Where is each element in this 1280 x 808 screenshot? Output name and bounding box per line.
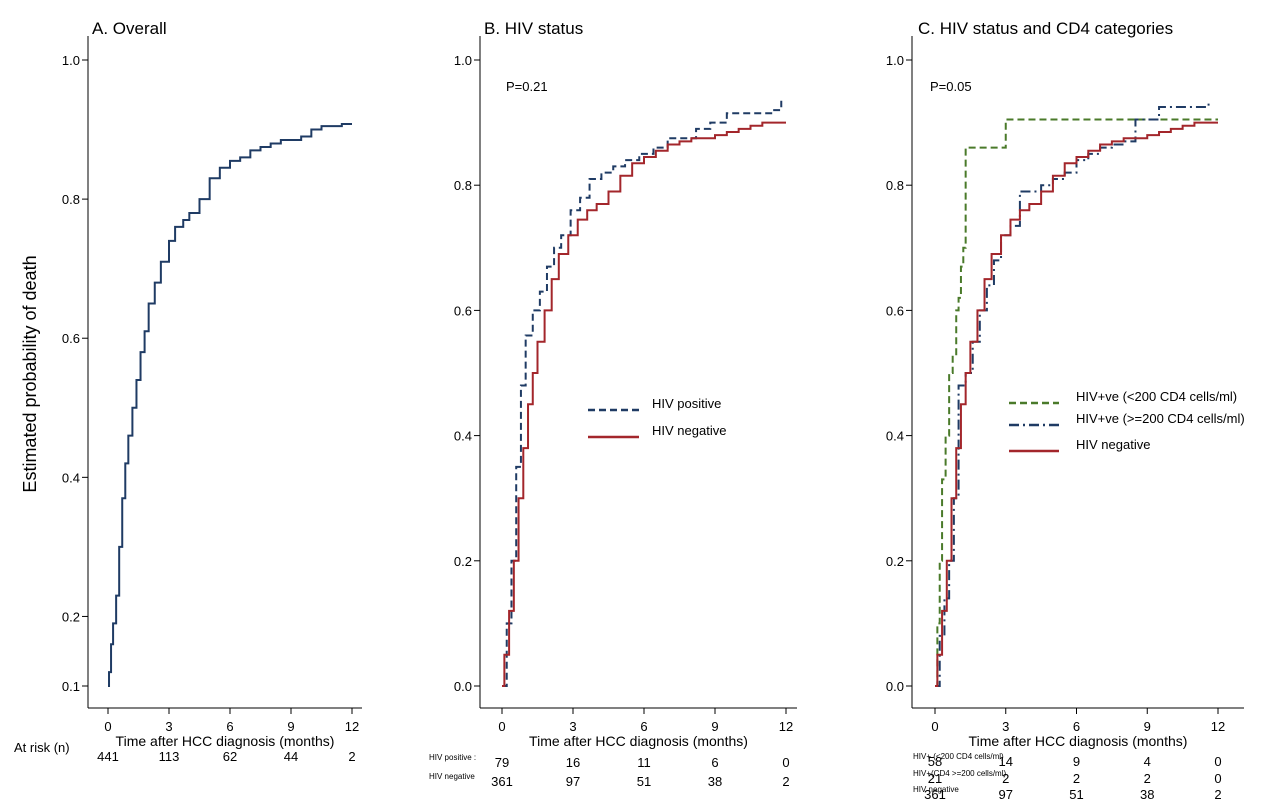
risk-count: 44: [284, 749, 298, 764]
y-tick-label: 0.0: [886, 679, 904, 694]
risk-count: 4: [1144, 754, 1151, 769]
y-tick-label: 0.2: [62, 609, 80, 624]
x-tick-label: 6: [1073, 719, 1080, 734]
y-tick-label: 0.8: [886, 178, 904, 193]
risk-count: 0: [1214, 771, 1221, 786]
x-tick-label: 9: [711, 719, 718, 734]
x-tick-label: 9: [1144, 719, 1151, 734]
y-tick-label: 0.1: [62, 679, 80, 694]
risk-count: 11: [637, 755, 651, 770]
chart-title: C. HIV status and CD4 categories: [918, 19, 1173, 38]
y-tick-label: 1.0: [454, 53, 472, 68]
risk-count: 9: [1073, 754, 1080, 769]
y-tick-label: 0.4: [886, 429, 904, 444]
risk-row-label: HIV negative: [913, 785, 959, 794]
p-value-annotation: P=0.05: [930, 79, 972, 94]
x-tick-label: 12: [1211, 719, 1225, 734]
risk-count: 38: [1140, 787, 1154, 802]
risk-row-label: HIV positive :: [429, 753, 476, 762]
series-line-3: [935, 121, 1218, 687]
risk-row-label: HIV negative: [429, 772, 475, 781]
y-tick-label: 1.0: [886, 53, 904, 68]
risk-count: 2: [1073, 771, 1080, 786]
y-tick-label: 0.6: [886, 303, 904, 318]
risk-count: 51: [637, 774, 651, 789]
x-tick-label: 0: [931, 719, 938, 734]
y-tick-label: 0.2: [454, 554, 472, 569]
risk-count: 113: [159, 749, 180, 764]
risk-count: 38: [708, 774, 722, 789]
x-tick-label: 3: [165, 719, 172, 734]
risk-row-label: HIV+(CD4 >=200 cells/ml): [913, 769, 1006, 778]
risk-count: 2: [782, 774, 789, 789]
x-tick-label: 6: [640, 719, 647, 734]
risk-count: 51: [1069, 787, 1083, 802]
risk-header: At risk (n): [14, 740, 70, 755]
risk-count: 0: [1214, 754, 1221, 769]
x-tick-label: 3: [569, 719, 576, 734]
y-tick-label: 0.2: [886, 554, 904, 569]
y-tick-label: 0.6: [454, 303, 472, 318]
risk-count: 62: [223, 749, 237, 764]
y-tick-label: 0.8: [62, 192, 80, 207]
y-axis-label: Estimated probability of death: [20, 255, 40, 492]
series-line-1: [108, 122, 352, 687]
risk-count: 21: [928, 771, 942, 786]
y-tick-label: 0.6: [62, 331, 80, 346]
legend-label: HIV+ve (<200 CD4 cells/ml): [1076, 389, 1237, 404]
chart-title: B. HIV status: [484, 19, 583, 38]
risk-count: 0: [782, 755, 789, 770]
series-line-1: [935, 118, 1218, 687]
x-axis-label: Time after HCC diagnosis (months): [116, 733, 335, 749]
risk-count: 79: [495, 755, 509, 770]
risk-count: 361: [924, 787, 946, 802]
chart-title: A. Overall: [92, 19, 167, 38]
x-tick-label: 3: [1002, 719, 1009, 734]
risk-count: 2: [348, 749, 355, 764]
legend-label: HIV negative: [652, 423, 726, 438]
legend-label: HIV negative: [1076, 437, 1150, 452]
legend-label: HIV positive: [652, 396, 721, 411]
risk-count: 6: [711, 755, 718, 770]
chart-panel-1: A. Overall 0.1 0.2 0.4 0.6 0.8 1.0 0 3 6 9 12 Time a…: [62, 19, 362, 764]
risk-count: 16: [566, 755, 580, 770]
risk-count: 58: [928, 754, 942, 769]
risk-count: 97: [999, 787, 1013, 802]
risk-count: 14: [999, 754, 1013, 769]
risk-count: 441: [97, 749, 119, 764]
y-tick-label: 0.4: [62, 470, 80, 485]
risk-row-label: HIV+ (<200 CD4 cells/ml): [913, 752, 1004, 761]
chart-panel-3: C. HIV status and CD4 categories 0.0 0.2 0.…: [886, 19, 1245, 802]
series-line-2: [502, 121, 786, 687]
y-tick-label: 0.8: [454, 178, 472, 193]
x-tick-label: 6: [226, 719, 233, 734]
p-value-annotation: P=0.21: [506, 79, 548, 94]
y-tick-label: 1.0: [62, 53, 80, 68]
series-line-1: [502, 100, 783, 687]
risk-count: 2: [1144, 771, 1151, 786]
legend-label: HIV+ve (>=200 CD4 cells/ml): [1076, 411, 1245, 426]
y-tick-label: 0.4: [454, 429, 472, 444]
x-axis-label: Time after HCC diagnosis (months): [969, 733, 1188, 749]
risk-count: 97: [566, 774, 580, 789]
x-tick-label: 12: [779, 719, 793, 734]
x-tick-label: 0: [498, 719, 505, 734]
risk-count: 361: [491, 774, 513, 789]
x-axis-label: Time after HCC diagnosis (months): [529, 733, 748, 749]
chart-panel-2: B. HIV status 0.0 0.2 0.4 0.6 0.8 1.0 0 3 6 9 12 Tim…: [429, 19, 797, 789]
risk-count: 2: [1002, 771, 1009, 786]
risk-count: 2: [1214, 787, 1221, 802]
x-tick-label: 0: [104, 719, 111, 734]
x-tick-label: 12: [345, 719, 359, 734]
y-tick-label: 0.0: [454, 679, 472, 694]
x-tick-label: 9: [287, 719, 294, 734]
